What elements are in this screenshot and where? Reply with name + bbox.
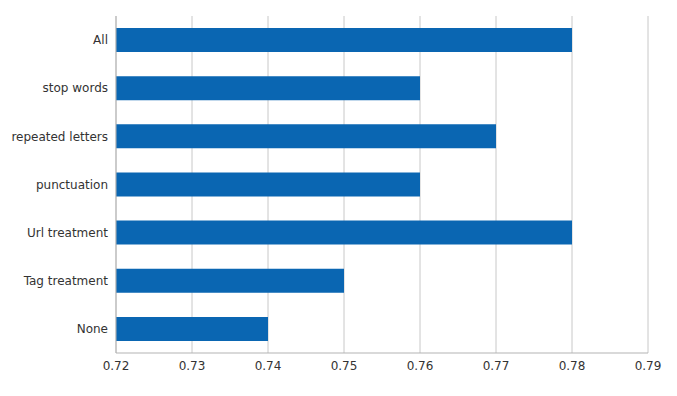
svg-text:All: All	[93, 33, 108, 47]
svg-text:0.79: 0.79	[635, 359, 662, 373]
svg-text:0.78: 0.78	[559, 359, 586, 373]
svg-text:0.77: 0.77	[483, 359, 510, 373]
svg-text:0.75: 0.75	[331, 359, 358, 373]
svg-text:0.73: 0.73	[179, 359, 206, 373]
svg-text:repeated letters: repeated letters	[11, 130, 108, 144]
svg-text:Tag treatment: Tag treatment	[23, 274, 109, 288]
svg-text:Url treatment: Url treatment	[27, 226, 108, 240]
svg-text:0.76: 0.76	[407, 359, 434, 373]
svg-text:None: None	[77, 322, 108, 336]
svg-text:0.74: 0.74	[255, 359, 282, 373]
svg-text:punctuation: punctuation	[36, 178, 108, 192]
svg-text:0.72: 0.72	[103, 359, 130, 373]
svg-text:stop words: stop words	[43, 81, 108, 95]
